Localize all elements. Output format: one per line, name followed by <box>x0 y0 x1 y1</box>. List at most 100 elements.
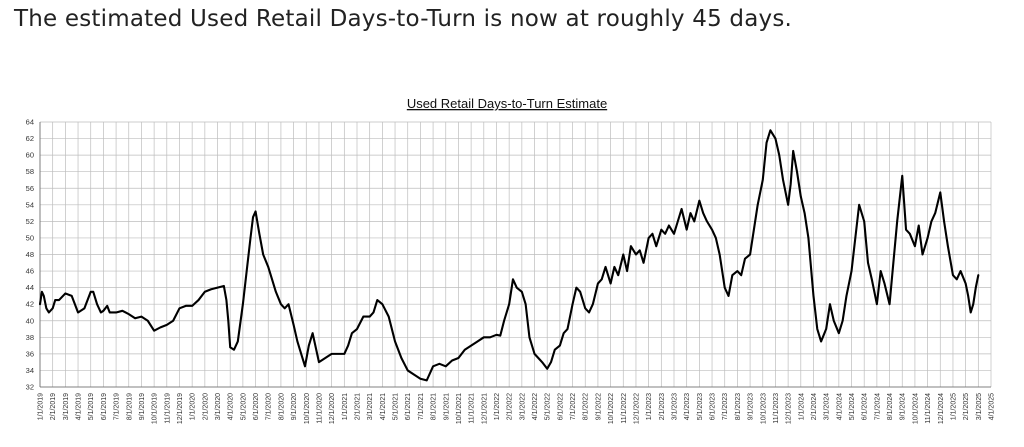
x-tick-label: 7/1/2022 <box>570 393 577 420</box>
y-tick-label: 64 <box>26 118 34 127</box>
x-tick-label: 4/1/2025 <box>989 393 996 420</box>
x-axis-ticks: 1/1/2019 2/1/2019 3/1/2019 4/1/2019 5/1/2019… <box>38 393 996 424</box>
x-tick-label: 5/1/2020 <box>240 393 247 420</box>
y-tick-label: 50 <box>26 233 34 242</box>
y-tick-label: 52 <box>26 217 34 226</box>
x-tick-label: 1/1/2024 <box>798 393 805 420</box>
x-tick-label: 10/1/2024 <box>912 393 919 424</box>
x-tick-label: 6/1/2019 <box>101 393 108 420</box>
x-tick-label: 5/1/2024 <box>849 393 856 420</box>
x-tick-label: 1/1/2025 <box>950 393 957 420</box>
y-tick-label: 40 <box>26 316 34 325</box>
x-tick-label: 6/1/2020 <box>253 393 260 420</box>
x-tick-label: 1/1/2021 <box>342 393 349 420</box>
x-tick-label: 3/1/2025 <box>976 393 983 420</box>
x-tick-label: 1/1/2023 <box>646 393 653 420</box>
x-tick-label: 8/1/2019 <box>126 393 133 420</box>
x-tick-label: 1/1/2019 <box>38 393 45 420</box>
x-tick-label: 10/1/2023 <box>760 393 767 424</box>
x-tick-label: 2/1/2024 <box>811 393 818 420</box>
x-tick-label: 3/1/2021 <box>367 393 374 420</box>
x-tick-label: 11/1/2020 <box>316 393 323 424</box>
x-tick-label: 3/1/2019 <box>63 393 70 420</box>
x-tick-label: 6/1/2023 <box>710 393 717 420</box>
y-tick-label: 58 <box>26 167 34 176</box>
x-tick-label: 4/1/2022 <box>532 393 539 420</box>
y-tick-label: 56 <box>26 184 34 193</box>
x-tick-label: 1/1/2020 <box>190 393 197 420</box>
x-tick-label: 7/1/2020 <box>266 393 273 420</box>
x-tick-label: 12/1/2022 <box>633 393 640 424</box>
chart-title: Used Retail Days-to-Turn Estimate <box>407 96 607 111</box>
chart-grid <box>39 121 992 388</box>
x-tick-label: 6/1/2021 <box>405 393 412 420</box>
y-tick-label: 42 <box>26 300 34 309</box>
series-layer <box>38 129 980 382</box>
y-tick-label: 62 <box>26 134 34 143</box>
x-tick-label: 9/1/2022 <box>595 393 602 420</box>
x-tick-label: 12/1/2020 <box>329 393 336 424</box>
y-axis-ticks: 32 34 36 38 40 42 44 46 48 50 52 54 56 58 60 62 64 <box>26 118 34 392</box>
x-tick-label: 11/1/2022 <box>621 393 628 424</box>
x-tick-label: 1/1/2022 <box>494 393 501 420</box>
y-tick-label: 32 <box>26 383 34 392</box>
x-tick-label: 2/1/2019 <box>50 393 57 420</box>
x-tick-label: 3/1/2020 <box>215 393 222 420</box>
y-tick-label: 60 <box>26 151 34 160</box>
y-tick-label: 36 <box>26 349 34 358</box>
y-tick-label: 48 <box>26 250 34 259</box>
x-tick-label: 3/1/2022 <box>519 393 526 420</box>
x-tick-label: 7/1/2019 <box>114 393 121 420</box>
x-tick-label: 5/1/2021 <box>393 393 400 420</box>
x-tick-label: 8/1/2023 <box>735 393 742 420</box>
y-tick-label: 44 <box>26 283 34 292</box>
x-tick-label: 12/1/2024 <box>938 393 945 424</box>
x-tick-label: 9/1/2019 <box>139 393 146 420</box>
x-tick-label: 4/1/2024 <box>836 393 843 420</box>
x-tick-label: 12/1/2023 <box>786 393 793 424</box>
y-tick-label: 34 <box>26 366 34 375</box>
x-tick-label: 9/1/2020 <box>291 393 298 420</box>
x-tick-label: 7/1/2024 <box>874 393 881 420</box>
x-tick-label: 8/1/2021 <box>431 393 438 420</box>
y-tick-label: 54 <box>26 200 34 209</box>
x-tick-label: 11/1/2019 <box>164 393 171 424</box>
x-tick-label: 8/1/2024 <box>887 393 894 420</box>
y-tick-label: 38 <box>26 333 34 342</box>
x-tick-label: 4/1/2020 <box>228 393 235 420</box>
x-tick-label: 5/1/2023 <box>697 393 704 420</box>
x-tick-label: 12/1/2019 <box>177 393 184 424</box>
x-tick-label: 2/1/2022 <box>507 393 514 420</box>
x-tick-label: 7/1/2023 <box>722 393 729 420</box>
x-tick-label: 5/1/2019 <box>88 393 95 420</box>
x-tick-label: 8/1/2022 <box>583 393 590 420</box>
x-tick-label: 9/1/2023 <box>748 393 755 420</box>
x-tick-label: 11/1/2021 <box>469 393 476 424</box>
x-tick-label: 9/1/2024 <box>900 393 907 420</box>
series-line-days-to-turn <box>38 129 980 382</box>
x-tick-label: 10/1/2019 <box>152 393 159 424</box>
x-tick-label: 2/1/2025 <box>963 393 970 420</box>
x-tick-label: 2/1/2020 <box>202 393 209 420</box>
x-tick-label: 10/1/2020 <box>304 393 311 424</box>
headline: The estimated Used Retail Days-to-Turn i… <box>14 6 793 32</box>
x-tick-label: 11/1/2024 <box>925 393 932 424</box>
y-tick-label: 46 <box>26 267 34 276</box>
x-tick-label: 6/1/2024 <box>862 393 869 420</box>
x-tick-label: 2/1/2023 <box>659 393 666 420</box>
x-tick-label: 11/1/2023 <box>773 393 780 424</box>
x-tick-label: 4/1/2023 <box>684 393 691 420</box>
x-tick-label: 10/1/2021 <box>456 393 463 424</box>
x-tick-label: 3/1/2023 <box>672 393 679 420</box>
x-tick-label: 2/1/2021 <box>355 393 362 420</box>
x-tick-label: 5/1/2022 <box>545 393 552 420</box>
x-tick-label: 7/1/2021 <box>418 393 425 420</box>
x-tick-label: 6/1/2022 <box>557 393 564 420</box>
x-tick-label: 4/1/2021 <box>380 393 387 420</box>
x-tick-label: 12/1/2021 <box>481 393 488 424</box>
x-tick-label: 10/1/2022 <box>608 393 615 424</box>
x-tick-label: 9/1/2021 <box>443 393 450 420</box>
x-tick-label: 3/1/2024 <box>824 393 831 420</box>
x-tick-label: 8/1/2020 <box>278 393 285 420</box>
